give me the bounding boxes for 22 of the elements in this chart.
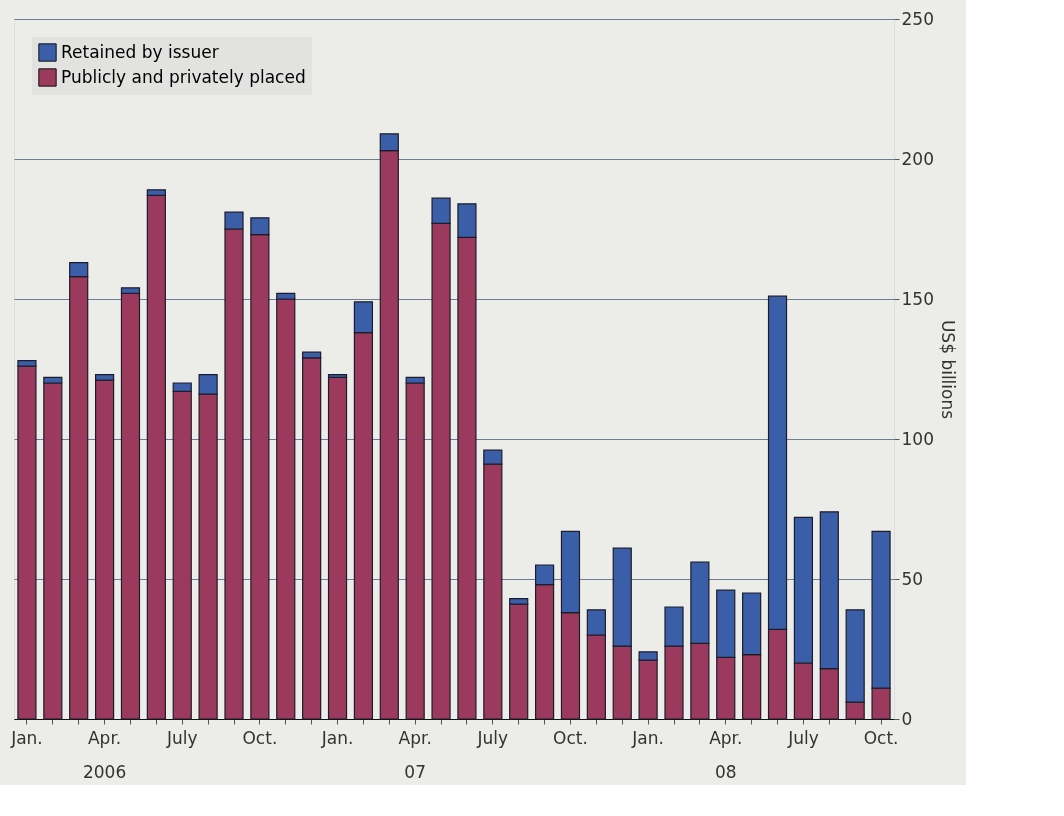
x-tick-label: Apr. 08 <box>709 727 743 782</box>
y-tick-label: 200 <box>901 148 934 169</box>
x-tick-label: Oct. <box>553 727 588 748</box>
x-tick-label: July <box>787 727 819 748</box>
y-tick-label: 150 <box>901 288 934 309</box>
x-tick-label: Apr. 07 <box>398 727 432 782</box>
legend-label: Retained by issuer <box>61 41 219 62</box>
y-tick-label: 250 <box>901 8 934 29</box>
x-tick-label: Jan. <box>631 727 664 748</box>
x-tick-label: July <box>165 727 198 748</box>
y-tick-label: 50 <box>901 568 924 589</box>
x-tick-label: Jan. <box>320 727 354 748</box>
x-tick-label: Jan. <box>10 727 43 748</box>
bar <box>327 376 348 720</box>
y-axis-title: US$ billions <box>937 319 958 420</box>
x-tick-label: July <box>476 727 509 748</box>
x-tick-label: Apr. 2006 <box>82 727 127 782</box>
legend-label: Publicly and privately placed <box>61 66 306 87</box>
x-tick-label: Oct. <box>242 727 278 748</box>
y-tick-label: 100 <box>901 428 934 449</box>
x-tick-label: Oct. <box>863 727 899 748</box>
y-tick-label: 0 <box>901 708 913 729</box>
